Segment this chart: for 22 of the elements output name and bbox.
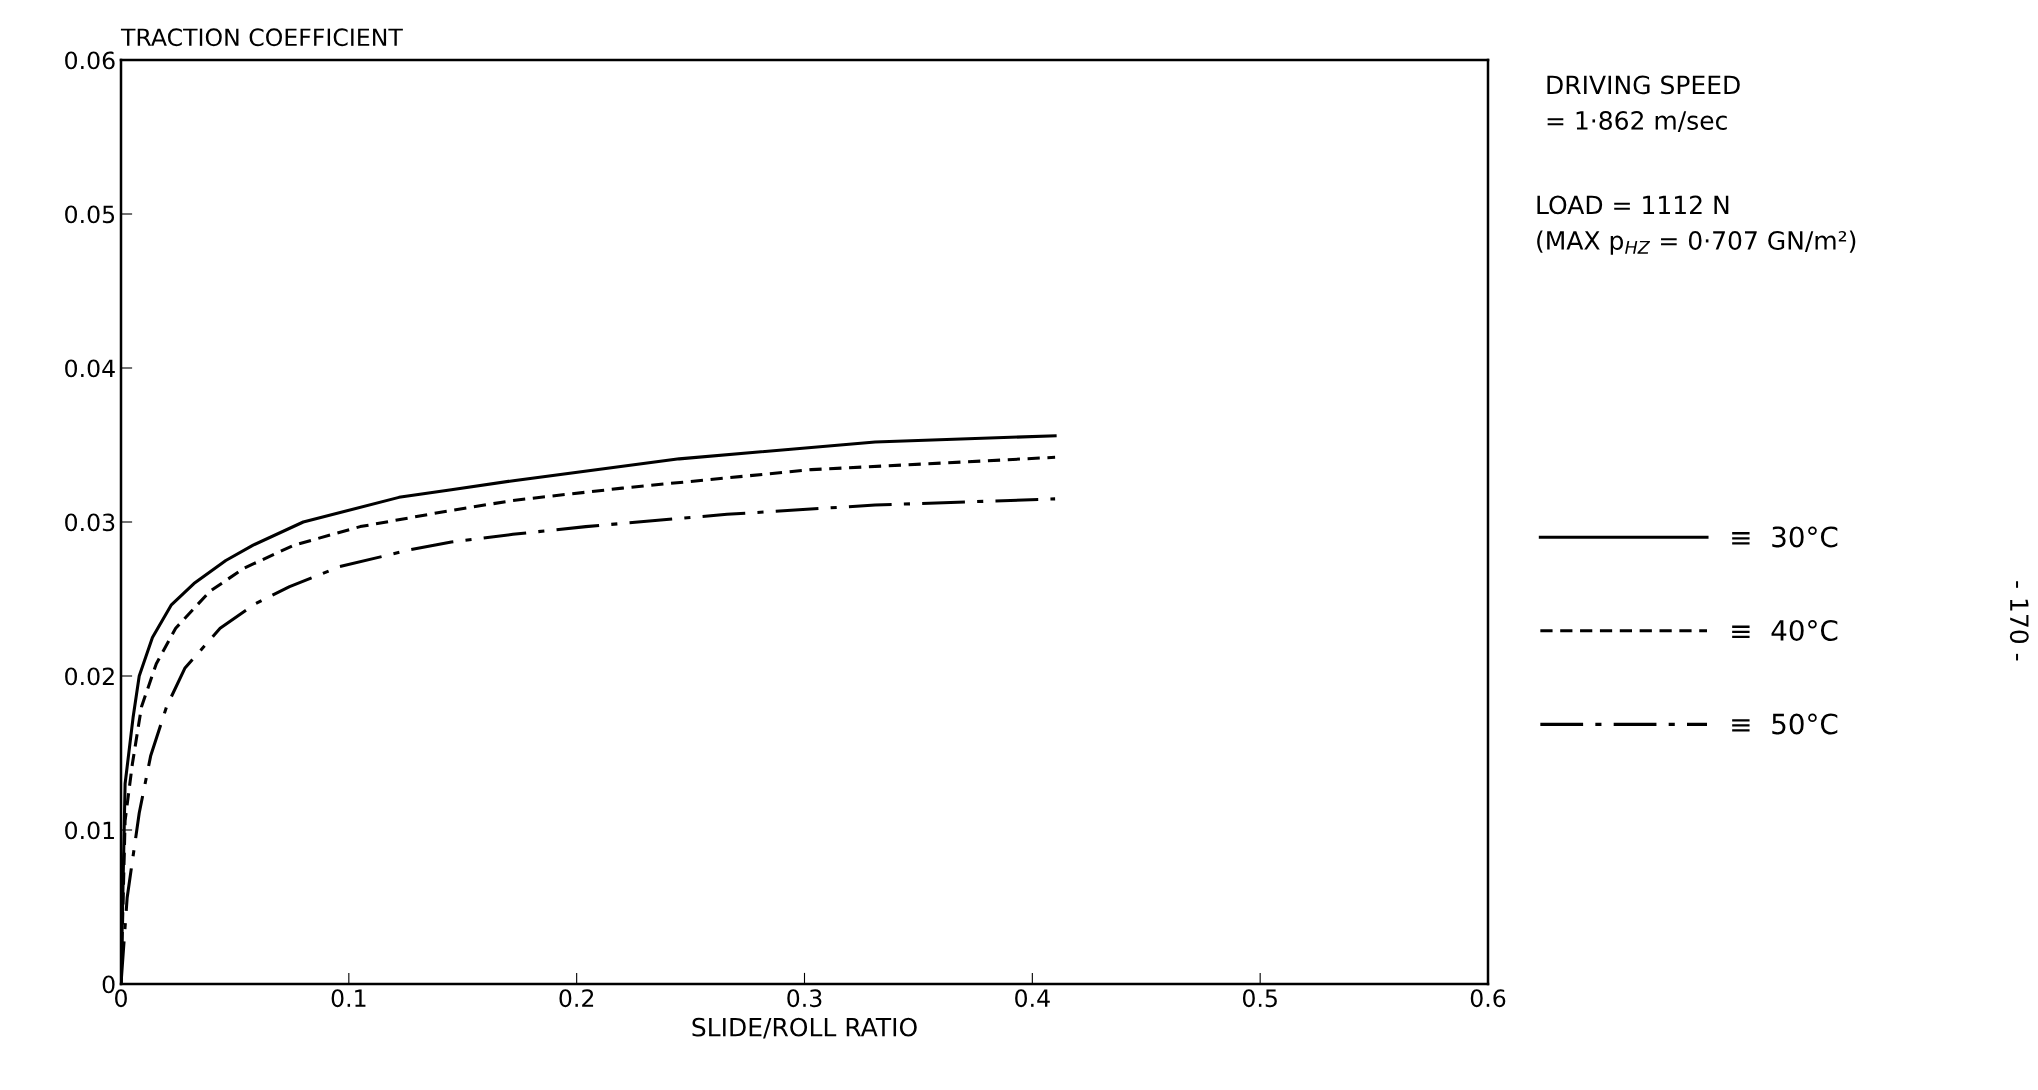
y-tick-label: 0.05 <box>65 205 115 224</box>
x-tick-label: 0.5 <box>1242 989 1277 1008</box>
y-tick-label: 0.06 <box>65 51 115 70</box>
text: - 170 - <box>2009 581 2029 661</box>
text: LOAD = 1112 N (MAX p$_{HZ}$ = 0·707 GN/m²) <box>1537 195 1856 255</box>
x-axis-title: SLIDE/ROLL RATIO <box>692 1017 917 1039</box>
y-tick-label: 0 <box>102 975 115 994</box>
text: ≡ 30°C <box>1732 526 1838 548</box>
x-tick-label: 0.1 <box>331 989 366 1008</box>
x-tick-label: 0.6 <box>1470 989 1506 1008</box>
x-tick-label: 0 <box>115 989 127 1008</box>
x-tick-label: 0.4 <box>1015 989 1050 1008</box>
y-tick-label: 0.03 <box>65 513 115 532</box>
text: ≡ 50°C <box>1732 713 1838 735</box>
y-axis-title: TRACTION COEFFICIENT <box>120 28 403 47</box>
x-tick-label: 0.2 <box>559 989 594 1008</box>
text: DRIVING SPEED = 1·862 m/sec <box>1547 75 1740 132</box>
y-tick-label: 0.01 <box>65 821 114 840</box>
y-tick-label: 0.04 <box>65 359 115 378</box>
x-tick-label: 0.3 <box>787 989 822 1008</box>
y-tick-label: 0.02 <box>65 667 114 686</box>
text: ≡ 40°C <box>1732 619 1838 641</box>
